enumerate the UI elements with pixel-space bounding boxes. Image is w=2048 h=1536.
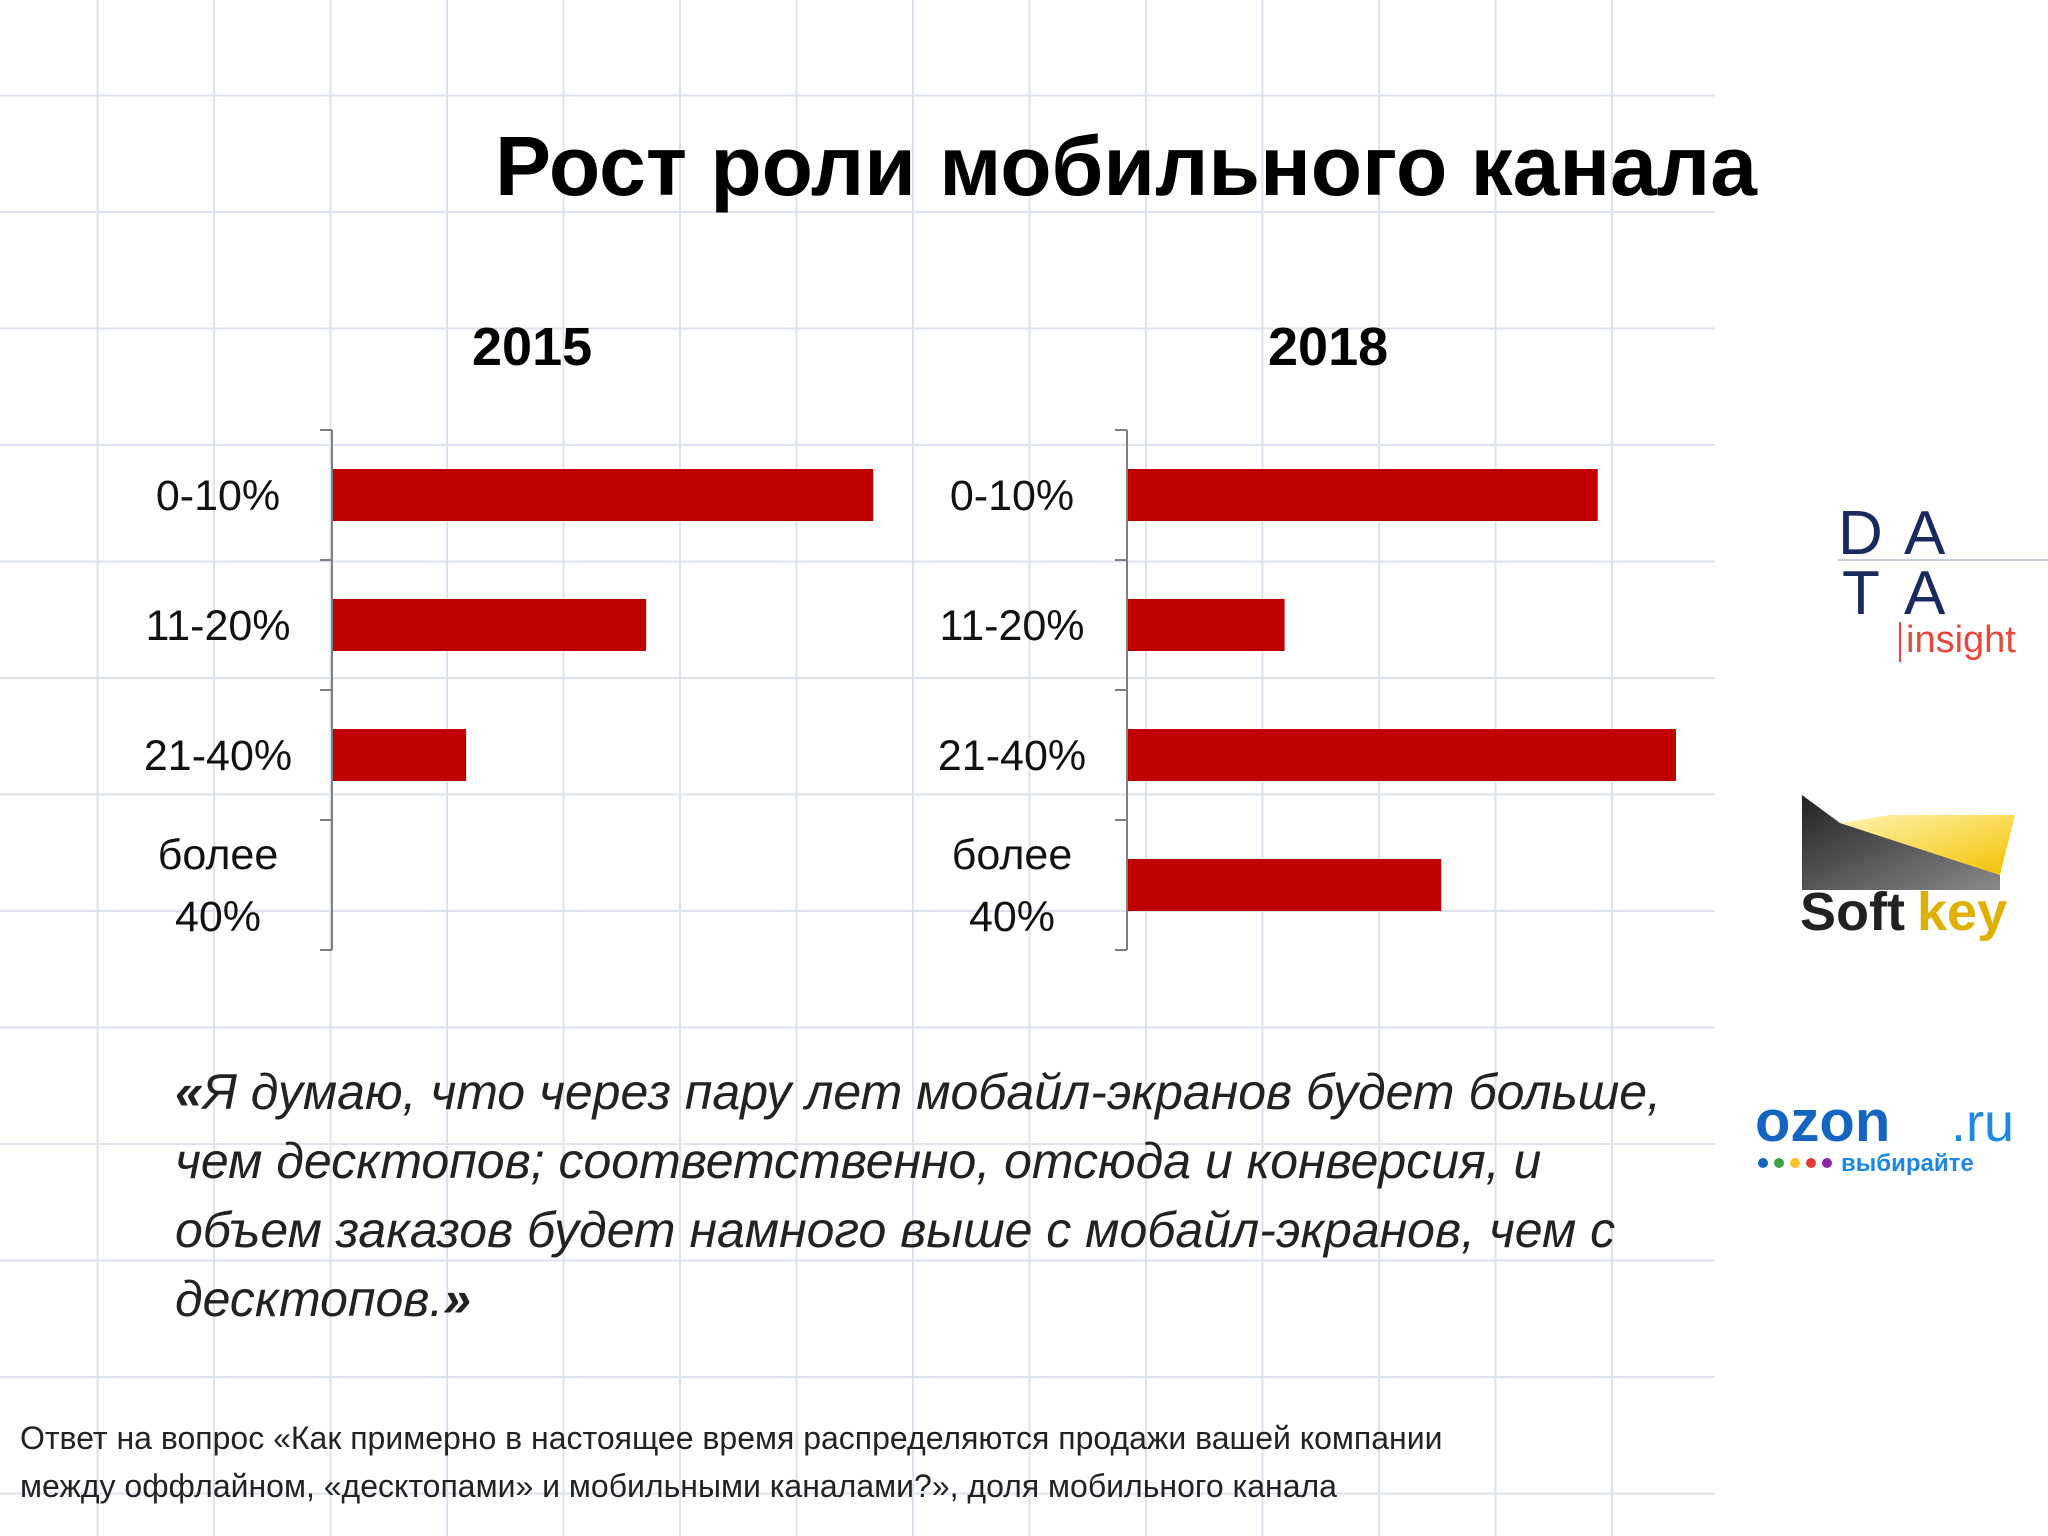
data-logo-letter-d: D	[1838, 499, 1883, 568]
category-label-2018-1: 0-10%	[950, 472, 1074, 520]
data-logo-letter-a2: A	[1904, 559, 1946, 628]
footnote: Ответ на вопрос «Как примерно в настояще…	[20, 1414, 1700, 1510]
data-logo-insight: insight	[1906, 619, 2016, 661]
bar-2018-1	[1128, 469, 1598, 521]
quote-close-mark: »	[443, 1271, 472, 1327]
quote-body: Я думаю, что через пару лет мобайл-экран…	[175, 1064, 1661, 1327]
softkey-dark-swoosh-icon	[1802, 795, 2000, 890]
ozon-dot-icon	[1822, 1158, 1832, 1168]
softkey-key-text: key	[1917, 882, 2007, 942]
bar-2015-2	[333, 599, 647, 651]
ozon-text: ozon	[1755, 1095, 1890, 1154]
chart-title-2015: 2015	[472, 317, 593, 377]
category-label-2018-2: 11-20%	[939, 602, 1084, 650]
ozon-suffix: .ru	[1951, 1095, 2014, 1153]
softkey-logo: Soft key	[1800, 795, 2015, 942]
bar-2015-3	[333, 729, 467, 781]
data-logo-letter-t: T	[1842, 559, 1880, 628]
ozon-dot-icon	[1774, 1158, 1784, 1168]
quote-text: «Я думаю, что через пару лет мобайл-экра…	[175, 1058, 1675, 1334]
footnote-line-2: между оффлайном, «десктопами» и мобильны…	[20, 1468, 1337, 1504]
category-label-2018-4: более 40%	[952, 831, 1073, 941]
slide-title: Рост роли мобильного канала	[495, 119, 1757, 213]
category-label-2015-1: 0-10%	[156, 472, 280, 520]
bar-2018-3	[1128, 729, 1676, 781]
data-logo-letter-a: A	[1904, 499, 1946, 568]
softkey-soft-text: Soft	[1800, 882, 1905, 942]
category-label-2015-3: 21-40%	[144, 732, 292, 780]
ozon-dot-icon	[1806, 1158, 1816, 1168]
quote-open-mark: «	[175, 1064, 203, 1120]
bar-2015-1	[333, 469, 874, 521]
bar-2018-4	[1128, 859, 1442, 911]
ozon-logo: ozon .ru выбирайте	[1755, 1095, 2014, 1175]
ozon-tagline: выбирайте	[1841, 1150, 1974, 1175]
footnote-line-1: Ответ на вопрос «Как примерно в настояще…	[20, 1420, 1443, 1456]
softkey-yellow-swoosh-icon	[1840, 815, 2015, 875]
bar-2018-2	[1128, 599, 1285, 651]
ozon-dot-icon	[1790, 1158, 1800, 1168]
category-label-2018-3: 21-40%	[938, 732, 1086, 780]
category-label-2015-4: более 40%	[158, 831, 279, 941]
data-insight-logo: D A T A insight	[1838, 499, 2048, 662]
chart-title-2018: 2018	[1268, 317, 1389, 377]
ozon-dot-icon	[1758, 1158, 1768, 1168]
category-label-2015-2: 11-20%	[145, 602, 290, 650]
